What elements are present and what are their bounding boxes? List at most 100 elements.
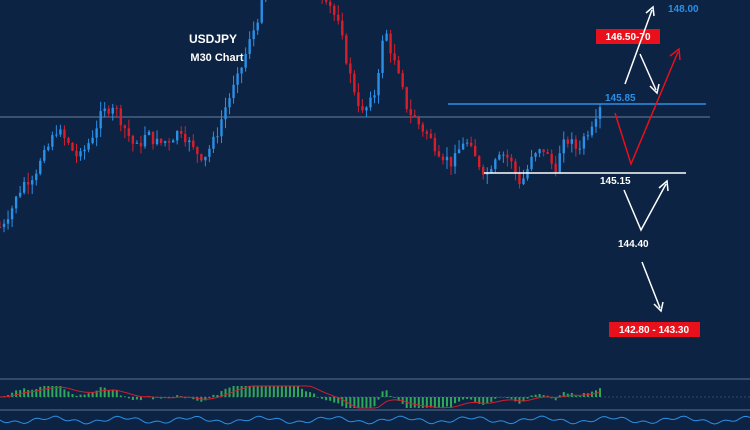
upper-target-box: 146.50-70 (596, 29, 660, 44)
macd-bar (542, 395, 545, 397)
macd-bar (325, 397, 328, 401)
macd-bar (63, 389, 66, 397)
candle (47, 143, 50, 152)
macd-bar (574, 395, 577, 397)
candle (361, 99, 364, 114)
candle (131, 134, 135, 152)
candle (244, 47, 247, 72)
arrow-to-148 (624, 9, 653, 85)
macd-bar (256, 386, 259, 397)
macd-bar (369, 397, 372, 408)
macd-bar (433, 397, 436, 408)
candle (381, 35, 384, 79)
macd-bar (546, 395, 549, 397)
white-down-scenario (623, 183, 667, 232)
candle (224, 97, 227, 129)
macd-bar (11, 392, 14, 397)
lower-target-box: 142.80 - 143.30 (609, 322, 700, 337)
candle (534, 152, 537, 162)
macd-bar (59, 386, 62, 397)
macd-bar (377, 397, 380, 400)
candle (425, 129, 429, 140)
forecast-arrows (614, 5, 681, 313)
candle (163, 140, 167, 147)
candle (51, 131, 54, 151)
macd-bar (353, 397, 356, 408)
macd-bar (119, 395, 122, 397)
macd-bar (67, 391, 70, 397)
macd-bar (530, 395, 533, 397)
candle (502, 151, 505, 163)
candle (401, 69, 404, 90)
candle (341, 12, 344, 40)
macd-bar (131, 397, 134, 401)
macd-bar (75, 395, 78, 397)
macd-bar (506, 397, 509, 399)
candle (14, 195, 18, 214)
macd-bar (562, 392, 565, 397)
candle (498, 151, 501, 161)
candle (71, 141, 74, 152)
candle (405, 86, 408, 113)
candle (373, 89, 376, 104)
candle (0, 221, 2, 229)
candle (107, 105, 110, 118)
macd-bar (87, 393, 90, 397)
macd-bar (373, 397, 376, 407)
candle (365, 106, 368, 118)
candle (321, 0, 323, 4)
candle (469, 136, 473, 148)
macd-bar (357, 397, 360, 408)
macd-bar (393, 397, 396, 398)
candle (333, 3, 336, 22)
macd-bar (83, 394, 86, 397)
macd-bar (445, 397, 448, 407)
candle (324, 0, 328, 5)
red-up-scenario (614, 51, 679, 167)
candle (578, 140, 582, 155)
macd-bar (478, 397, 481, 404)
macd-signal-line (0, 385, 601, 409)
candle (147, 129, 151, 136)
level-support-label: 145.15 (600, 176, 631, 187)
candle (188, 137, 191, 152)
candle (345, 33, 348, 65)
macd-bar (47, 386, 50, 397)
macd-bar (313, 393, 316, 397)
candle (550, 149, 553, 170)
macd-bar (305, 391, 308, 397)
level-top-label: 148.00 (668, 4, 699, 15)
candle (143, 126, 147, 149)
candle (43, 145, 46, 164)
candle (441, 153, 445, 165)
candle (586, 130, 590, 141)
macd-bar (365, 397, 368, 408)
chart-title: USDJPY (189, 32, 237, 46)
macd-bar (486, 397, 489, 404)
candle (175, 130, 179, 145)
macd-bar (51, 386, 54, 397)
candle (357, 83, 360, 113)
macd-bar (196, 397, 199, 401)
candle (598, 104, 602, 129)
candle (389, 29, 392, 63)
macd-bar (123, 396, 126, 397)
candle (192, 134, 195, 150)
candle (377, 69, 380, 104)
macd-bar (482, 397, 485, 405)
candle (409, 99, 412, 124)
macd-bar (413, 397, 416, 408)
macd-bar (510, 397, 513, 399)
macd-bar (309, 392, 312, 397)
macd-bar (212, 394, 215, 397)
macd-bar (458, 397, 461, 402)
macd-bar (385, 390, 388, 397)
candle (123, 124, 127, 139)
macd-bar (470, 397, 473, 400)
macd-bar (272, 386, 275, 397)
candle (445, 147, 449, 169)
macd-bar (91, 392, 94, 397)
candle (6, 210, 10, 230)
candle (91, 130, 94, 145)
